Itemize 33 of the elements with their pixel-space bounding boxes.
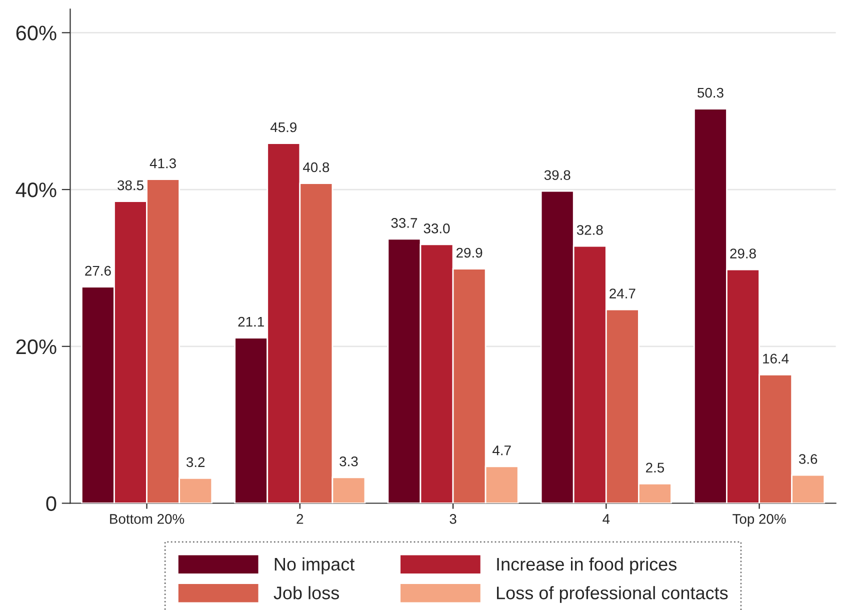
data-label: 16.4 xyxy=(763,354,789,364)
x-tick-label: 2 xyxy=(296,514,304,524)
y-tick-label: 40% xyxy=(16,182,56,198)
data-label: 29.9 xyxy=(456,248,482,258)
data-label: 27.6 xyxy=(85,266,111,276)
legend-label: Job loss xyxy=(274,586,339,600)
data-label: 2.5 xyxy=(646,462,664,473)
data-label: 32.8 xyxy=(576,225,603,235)
legend-label: Loss of professional contacts xyxy=(497,586,728,603)
x-tick-label: 3 xyxy=(450,514,456,524)
data-label: 33.7 xyxy=(391,218,418,228)
legend-label: Increase in food prices xyxy=(497,557,677,574)
x-tick-label: 4 xyxy=(602,514,610,524)
data-label: 24.7 xyxy=(610,288,636,298)
data-label: 38.5 xyxy=(118,180,144,190)
data-label: 39.8 xyxy=(544,170,570,180)
data-label: 4.7 xyxy=(492,446,511,456)
data-label: 3.3 xyxy=(340,456,358,466)
y-tick-label: 20% xyxy=(16,339,56,354)
y-tick-label: 0 xyxy=(46,496,56,512)
data-label: 50.3 xyxy=(698,88,724,98)
data-label: 45.9 xyxy=(270,122,296,132)
data-label: 40.8 xyxy=(302,162,330,172)
data-label: 29.8 xyxy=(730,248,756,258)
legend-label: No impact xyxy=(274,557,355,574)
data-label: 41.3 xyxy=(150,158,176,168)
data-label: 3.6 xyxy=(798,454,818,464)
y-tick-label: 60% xyxy=(16,26,56,40)
x-tick-label: Top 20% xyxy=(732,514,786,527)
data-label: 21.1 xyxy=(238,316,264,327)
data-label: 33.0 xyxy=(424,224,450,234)
x-tick-label: Bottom 20% xyxy=(110,514,184,524)
data-label: 3.2 xyxy=(186,457,205,468)
